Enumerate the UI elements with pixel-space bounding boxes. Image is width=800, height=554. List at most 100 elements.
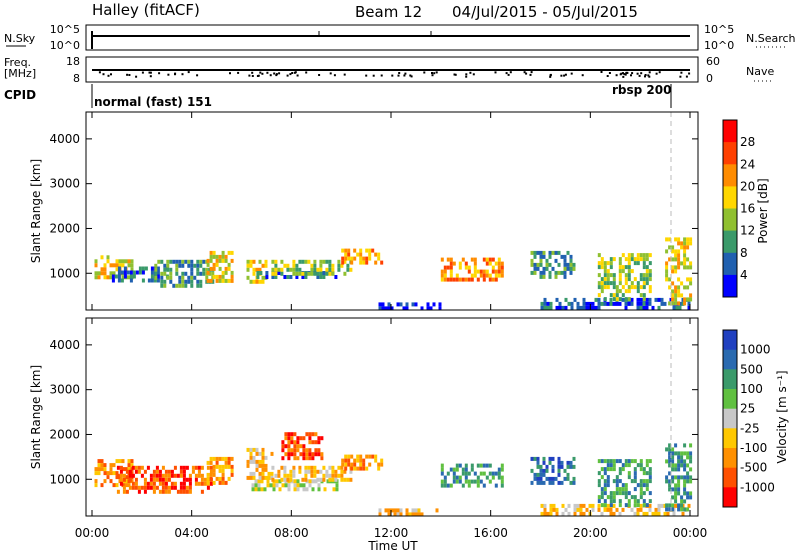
colorbar-frame — [722, 329, 738, 508]
range-gate-cell — [161, 481, 165, 486]
range-gate-cell — [287, 483, 291, 488]
nave-dot — [469, 71, 472, 74]
range-gate-cell — [350, 256, 354, 261]
range-gate-cell — [689, 459, 693, 464]
range-gate-cell — [624, 495, 628, 500]
range-gate-cell — [218, 278, 222, 283]
nave-dot — [564, 73, 567, 76]
range-gate-cell — [426, 306, 430, 311]
range-gate-cell — [689, 237, 693, 242]
range-gate-cell — [648, 507, 652, 512]
range-gate-cell — [196, 279, 200, 284]
range-gate-cell — [449, 269, 453, 274]
range-gate-cell — [246, 463, 250, 468]
range-gate-cell — [677, 463, 681, 468]
range-gate-cell — [296, 456, 300, 461]
range-gate-cell — [603, 499, 607, 504]
range-gate-cell — [119, 465, 123, 470]
range-gate-cell — [143, 481, 147, 486]
range-gate-cell — [627, 265, 631, 270]
range-gate-cell — [344, 256, 348, 261]
range-gate-cell — [645, 483, 649, 488]
range-gate-cell — [567, 503, 571, 508]
range-gate-cell — [597, 507, 601, 512]
range-gate-cell — [677, 487, 681, 492]
range-gate-cell — [368, 256, 372, 261]
range-gate-cell — [322, 473, 326, 478]
range-gate-cell — [212, 254, 216, 259]
range-gate-cell — [199, 283, 203, 288]
range-gate-cell — [270, 471, 274, 476]
range-gate-cell — [166, 275, 170, 280]
range-gate-cell — [449, 261, 453, 266]
colorbar-swatch — [723, 208, 737, 232]
range-gate-cell — [545, 258, 549, 263]
range-gate-cell — [482, 463, 486, 468]
range-gate-cell — [671, 257, 675, 262]
x-tick-label: 00:00 — [75, 526, 110, 540]
range-gate-cell — [645, 281, 649, 286]
range-gate-cell — [636, 253, 640, 258]
range-gate-cell — [328, 271, 332, 276]
range-gate-cell — [476, 479, 480, 484]
range-gate-cell — [127, 263, 131, 268]
range-gate-cell — [606, 301, 610, 306]
range-gate-cell — [371, 248, 375, 253]
range-gate-cell — [163, 271, 167, 276]
range-gate-cell — [337, 267, 341, 272]
range-gate-cell — [246, 475, 250, 480]
range-gate-cell — [494, 269, 498, 274]
range-gate-cell — [677, 237, 681, 242]
range-gate-cell — [680, 455, 684, 460]
range-gate-cell — [600, 281, 604, 286]
range-gate-cell — [209, 465, 213, 470]
range-gate-cell — [287, 436, 291, 441]
range-gate-cell — [212, 456, 216, 461]
range-gate-cell — [103, 263, 107, 268]
range-gate-cell — [668, 277, 672, 282]
range-gate-cell — [103, 467, 107, 472]
range-gate-cell — [642, 285, 646, 290]
range-gate-cell — [612, 463, 616, 468]
range-gate-cell — [573, 503, 577, 508]
range-gate-cell — [618, 277, 622, 282]
range-gate-cell — [160, 275, 164, 280]
range-gate-cell — [660, 503, 664, 508]
range-gate-cell — [212, 464, 216, 469]
range-gate-cell — [284, 452, 288, 457]
range-gate-cell — [597, 495, 601, 500]
nave-dot — [187, 71, 190, 74]
range-gate-cell — [293, 432, 297, 437]
range-gate-cell — [380, 260, 384, 265]
range-gate-cell — [408, 512, 412, 517]
nave-dot — [261, 72, 264, 75]
range-gate-cell — [497, 269, 501, 274]
range-gate-cell — [261, 263, 265, 268]
range-gate-cell — [615, 459, 619, 464]
range-gate-cell — [657, 305, 661, 310]
range-gate-cell — [215, 460, 219, 465]
range-gate-cell — [627, 273, 631, 278]
range-gate-cell — [200, 477, 204, 482]
range-gate-cell — [187, 263, 191, 268]
range-gate-cell — [164, 481, 168, 486]
range-gate-cell — [536, 262, 540, 267]
nave-dot — [624, 73, 627, 76]
range-gate-cell — [393, 512, 397, 517]
range-gate-cell — [645, 301, 649, 306]
range-gate-cell — [100, 255, 104, 260]
range-gate-cell — [597, 459, 601, 464]
range-gate-cell — [347, 256, 351, 261]
range-gate-cell — [677, 265, 681, 270]
range-gate-cell — [536, 472, 540, 477]
range-gate-cell — [689, 443, 693, 448]
range-gate-cell — [674, 289, 678, 294]
range-gate-cell — [347, 454, 351, 459]
range-gate-cell — [249, 471, 253, 476]
range-gate-cell — [205, 267, 209, 272]
range-gate-cell — [277, 267, 281, 272]
range-gate-cell — [185, 465, 189, 470]
range-gate-cell — [642, 503, 646, 508]
range-gate-cell — [615, 301, 619, 306]
range-gate-cell — [256, 275, 260, 279]
